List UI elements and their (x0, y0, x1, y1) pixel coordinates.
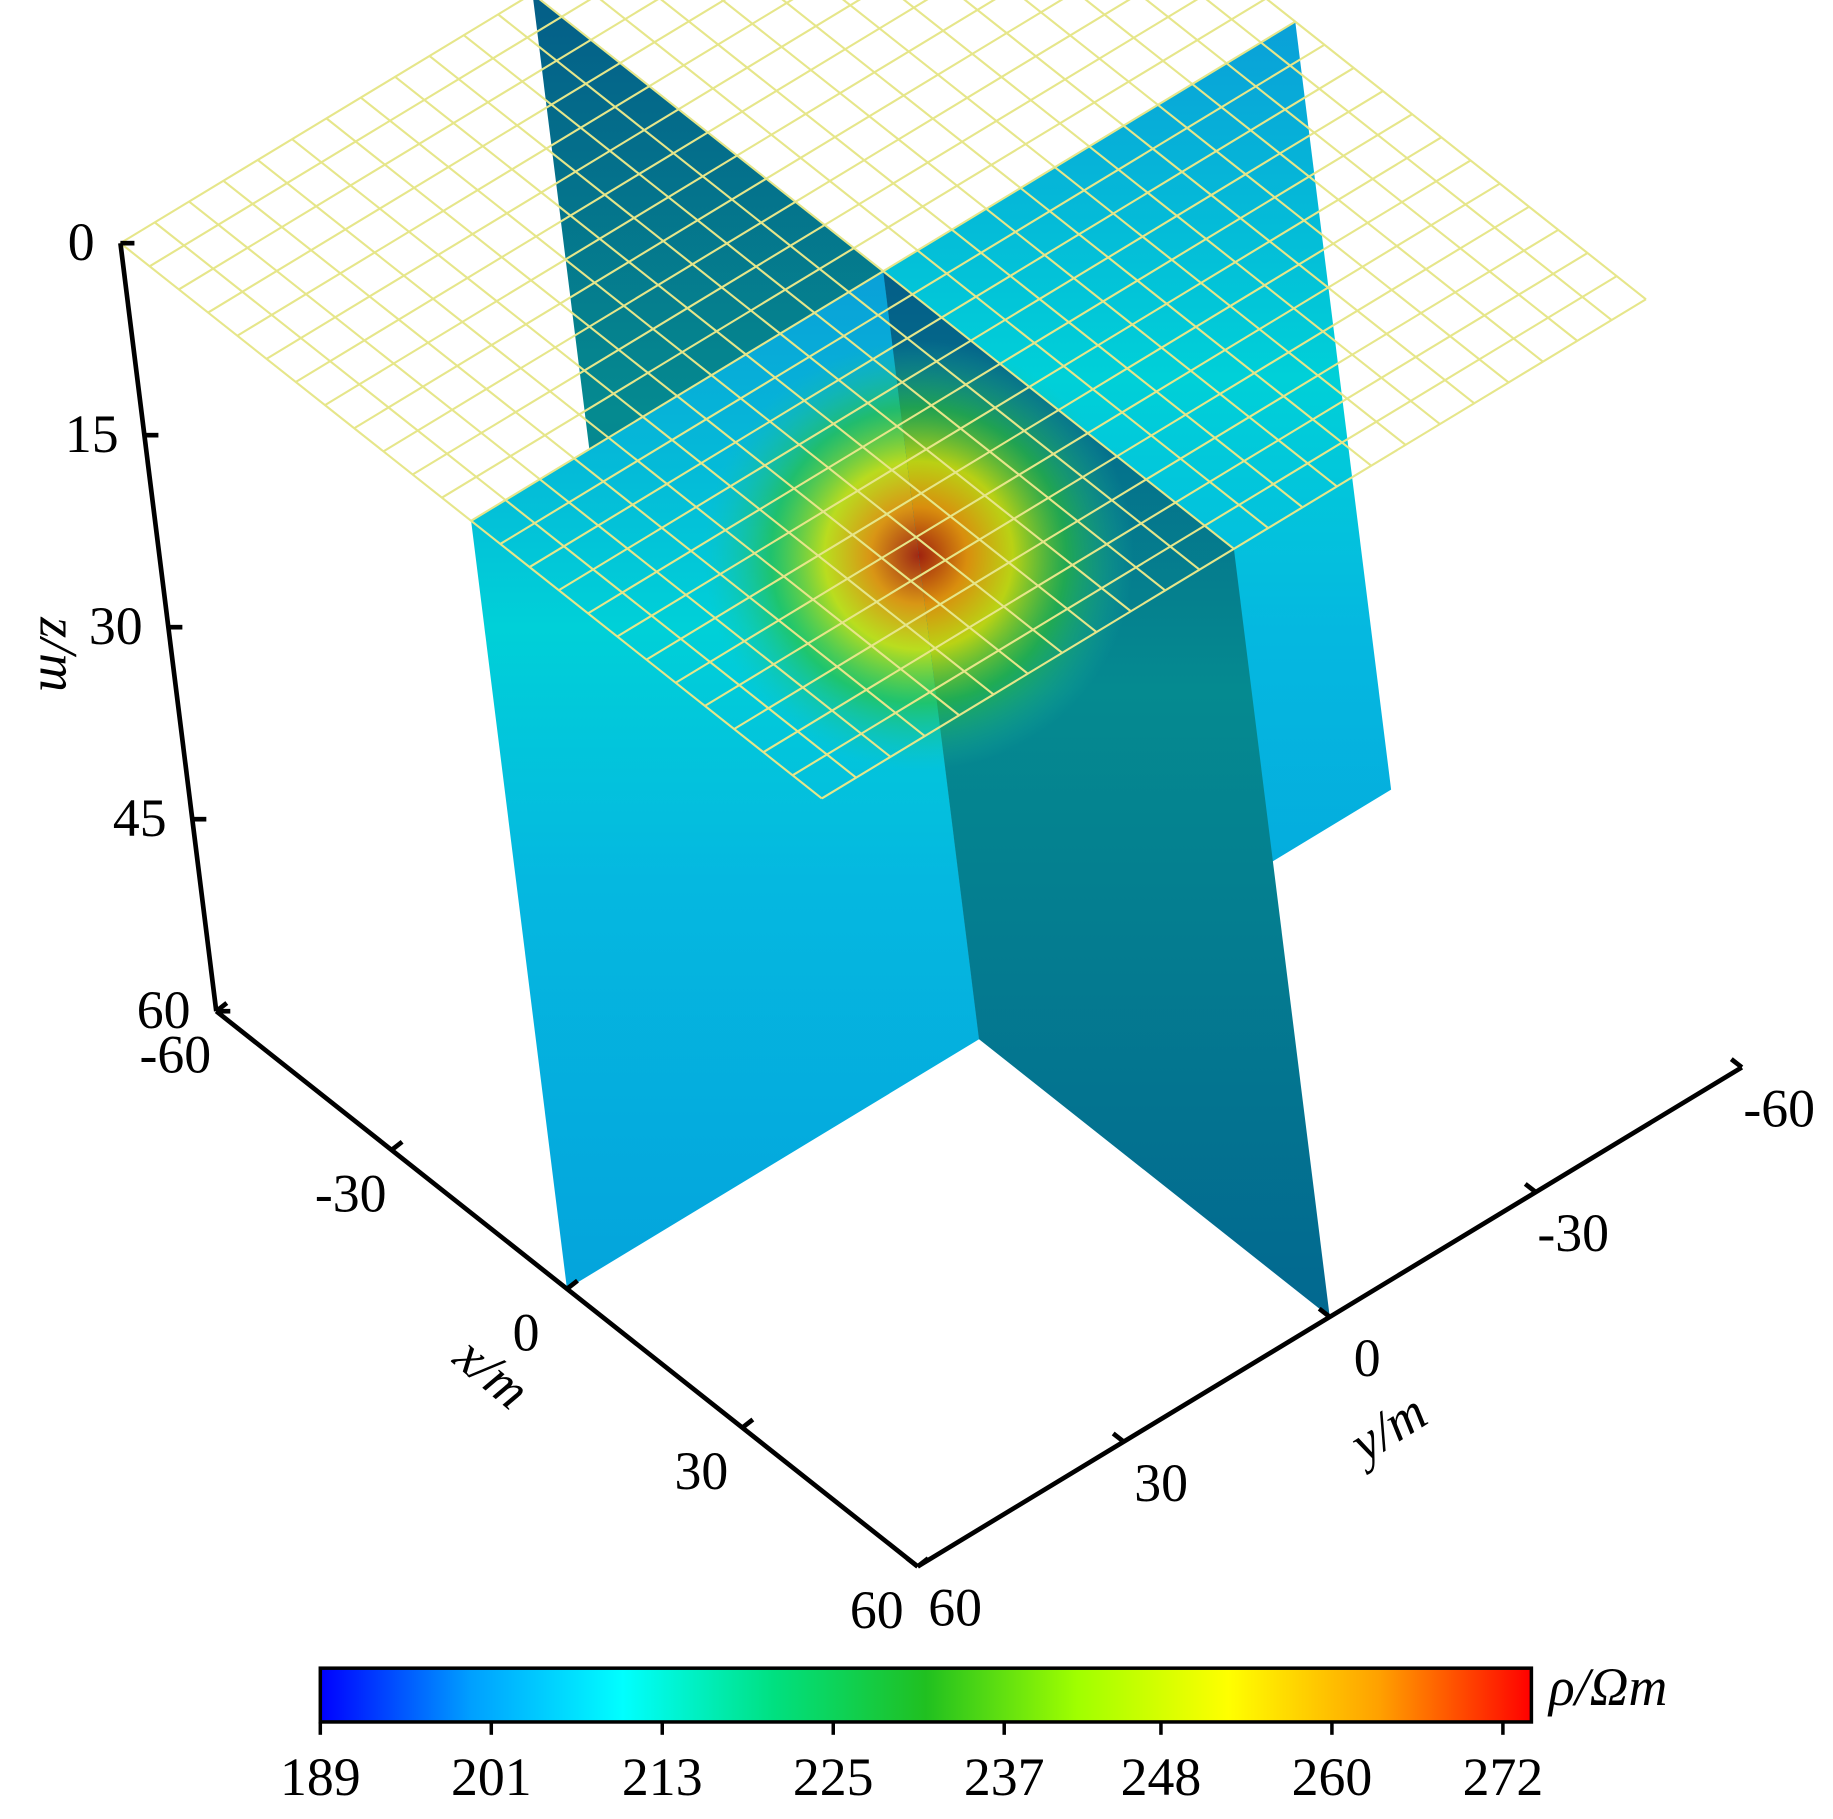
x-tick-label: 60 (850, 1580, 904, 1640)
grid-line (154, 221, 857, 779)
z-tick-label: 15 (65, 404, 119, 464)
colorbar-tick-label: 189 (280, 1747, 361, 1807)
grid-line (188, 200, 892, 758)
y-tick-label: 30 (1134, 1453, 1188, 1513)
colorbar-tick-label: 213 (622, 1747, 703, 1807)
colorbar-tick-label: 272 (1463, 1747, 1544, 1807)
z-axis-label: z/m (28, 616, 88, 692)
grid-line (222, 179, 926, 737)
grid-line (119, 0, 524, 245)
colorbar-tick-label: 248 (1121, 1747, 1202, 1807)
colorbar-tick-label: 201 (451, 1747, 532, 1807)
colorbar-label: ρ/Ωm (1547, 1657, 1667, 1717)
y-tick-label: -60 (1743, 1078, 1815, 1138)
y-tick-label: 60 (928, 1578, 982, 1638)
colorbar (318, 1666, 1534, 1724)
z-tick-label: 45 (113, 788, 167, 848)
x-tick-label: -30 (315, 1163, 387, 1223)
x-tick (916, 1556, 930, 1569)
x-tick (565, 1278, 579, 1291)
grid-line (821, 298, 1647, 800)
x-tick (390, 1139, 404, 1152)
grid-line (257, 159, 960, 717)
z-tick-label: 30 (89, 596, 143, 656)
grid-line (792, 275, 1618, 777)
y-tick (905, 1556, 920, 1569)
x-tick (740, 1417, 755, 1430)
y-tick (1317, 1306, 1332, 1319)
x-tick-label: -60 (140, 1025, 212, 1085)
slice-anomaly (883, 271, 1330, 1317)
colorbar-tick-label: 260 (1292, 1747, 1373, 1807)
colorbar-tick-label: 225 (793, 1747, 874, 1807)
x-tick-label: 0 (513, 1302, 540, 1362)
colorbar-tick-label: 237 (964, 1747, 1045, 1807)
x-tick (214, 1001, 229, 1014)
x-tick-label: 30 (675, 1441, 729, 1501)
z-tick-label: 60 (137, 980, 191, 1040)
y-tick (1111, 1431, 1126, 1444)
grid-line (119, 242, 823, 800)
grid-line (733, 228, 1559, 730)
y-tick (1729, 1057, 1744, 1070)
grid-line (762, 252, 1589, 754)
z-tick-label: 0 (68, 212, 95, 272)
y-axis-label: y/m (1335, 1381, 1437, 1476)
z-slice-grid (119, 0, 1647, 800)
y-tick-label: -30 (1537, 1203, 1609, 1263)
y-tick (1523, 1182, 1538, 1194)
y-tick-label: 0 (1354, 1328, 1381, 1388)
